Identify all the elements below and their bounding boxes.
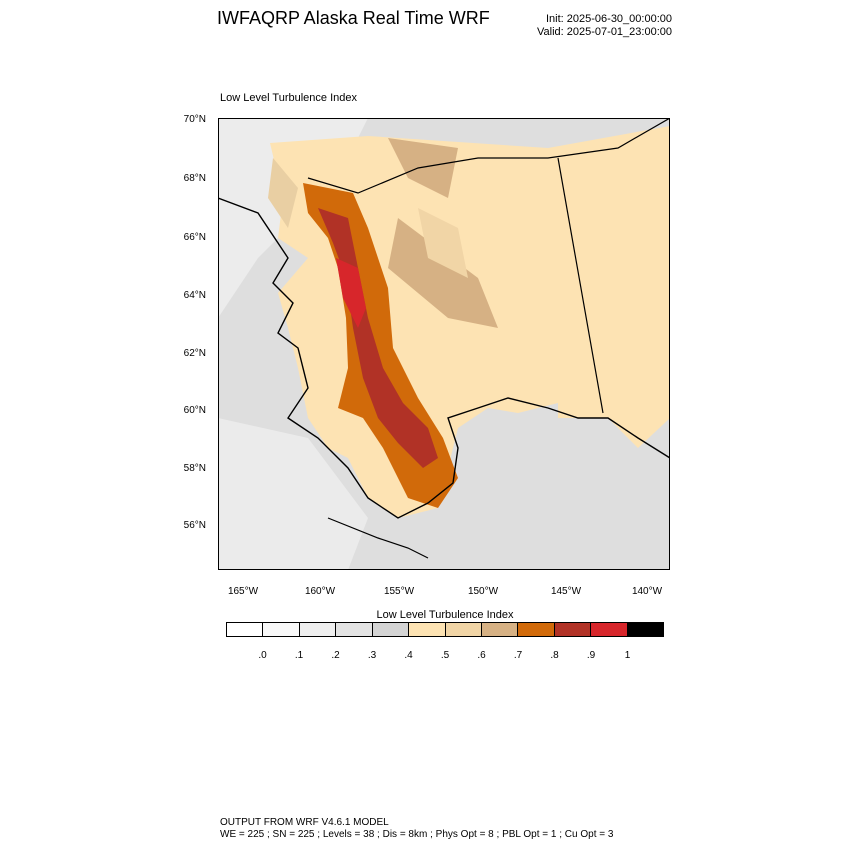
footer-line-1: OUTPUT FROM WRF V4.6.1 MODEL bbox=[220, 817, 389, 828]
colorbar-box bbox=[227, 623, 264, 636]
colorbar-tick-label: .4 bbox=[404, 650, 413, 661]
tan-region-central bbox=[388, 218, 498, 328]
colorbar-tick-label: .7 bbox=[513, 650, 523, 661]
coastline bbox=[218, 197, 670, 519]
field-title: Low Level Turbulence Index bbox=[220, 92, 357, 104]
lat-label: 60°N bbox=[183, 405, 206, 416]
colorbar bbox=[226, 622, 664, 637]
lat-label: 68°N bbox=[183, 173, 206, 184]
main-title: IWFAQRP Alaska Real Time WRF bbox=[217, 8, 490, 28]
lat-label: 58°N bbox=[183, 463, 206, 474]
lat-label: 64°N bbox=[183, 290, 206, 301]
colorbar-box bbox=[299, 623, 337, 636]
init-valid-times: Init: 2025-06-30_00:00:00 Valid: 2025-07… bbox=[537, 13, 672, 39]
map-border bbox=[218, 118, 670, 570]
colorbar-box bbox=[591, 623, 628, 636]
lat-label: 70°N bbox=[183, 114, 206, 125]
colorbar-tick-label: .3 bbox=[367, 650, 377, 661]
colorbar-tick-label: .1 bbox=[294, 650, 304, 661]
colorbar-box bbox=[554, 623, 592, 636]
coastline-north bbox=[307, 118, 670, 194]
lon-label: 155°W bbox=[383, 586, 415, 597]
lon-label: 150°W bbox=[467, 586, 499, 597]
colorbar-tick-label: .0 bbox=[258, 650, 267, 661]
turbulence-band-peak bbox=[336, 258, 366, 328]
lon-label: 160°W bbox=[304, 586, 336, 597]
init-time: Init: 2025-06-30_00:00:00 bbox=[546, 13, 672, 25]
colorbar-box bbox=[372, 623, 410, 636]
lat-label: 56°N bbox=[183, 520, 206, 531]
colorbar-tick-label: .2 bbox=[331, 650, 340, 661]
colorbar-tick-label: .6 bbox=[477, 650, 486, 661]
lat-label: 66°N bbox=[183, 232, 206, 243]
canada-border bbox=[557, 157, 604, 414]
colorbar-box bbox=[481, 623, 519, 636]
lon-label: 140°W bbox=[631, 586, 663, 597]
colorbar-box bbox=[518, 623, 555, 636]
lon-label: 165°W bbox=[227, 586, 259, 597]
colorbar-box bbox=[263, 623, 300, 636]
ocean-light-region-south bbox=[218, 418, 368, 570]
colorbar-box bbox=[409, 623, 446, 636]
colorbar-tick-label: .9 bbox=[586, 650, 596, 661]
colorbar-box bbox=[336, 623, 373, 636]
canada-land bbox=[558, 148, 670, 418]
colorbar-tick-label: .8 bbox=[550, 650, 559, 661]
colorbar-tick-label: .5 bbox=[440, 650, 450, 661]
lat-label: 62°N bbox=[183, 348, 206, 359]
colorbar-tick-label: 1 bbox=[624, 650, 631, 661]
peninsula-coast bbox=[327, 517, 429, 559]
valid-time: Valid: 2025-07-01_23:00:00 bbox=[537, 26, 672, 38]
tan-region-west bbox=[268, 158, 298, 228]
tan-region-ridge bbox=[418, 208, 468, 278]
footer-line-2: WE = 225 ; SN = 225 ; Levels = 38 ; Dis … bbox=[220, 829, 614, 840]
colorbar-title: Low Level Turbulence Index bbox=[376, 609, 514, 621]
lon-label: 145°W bbox=[550, 586, 582, 597]
model-footer: OUTPUT FROM WRF V4.6.1 MODEL WE = 225 ; … bbox=[220, 817, 613, 841]
colorbar-box bbox=[445, 623, 482, 636]
turbulence-map bbox=[218, 118, 670, 570]
colorbar-box bbox=[627, 623, 664, 636]
tan-region-north bbox=[388, 138, 458, 198]
